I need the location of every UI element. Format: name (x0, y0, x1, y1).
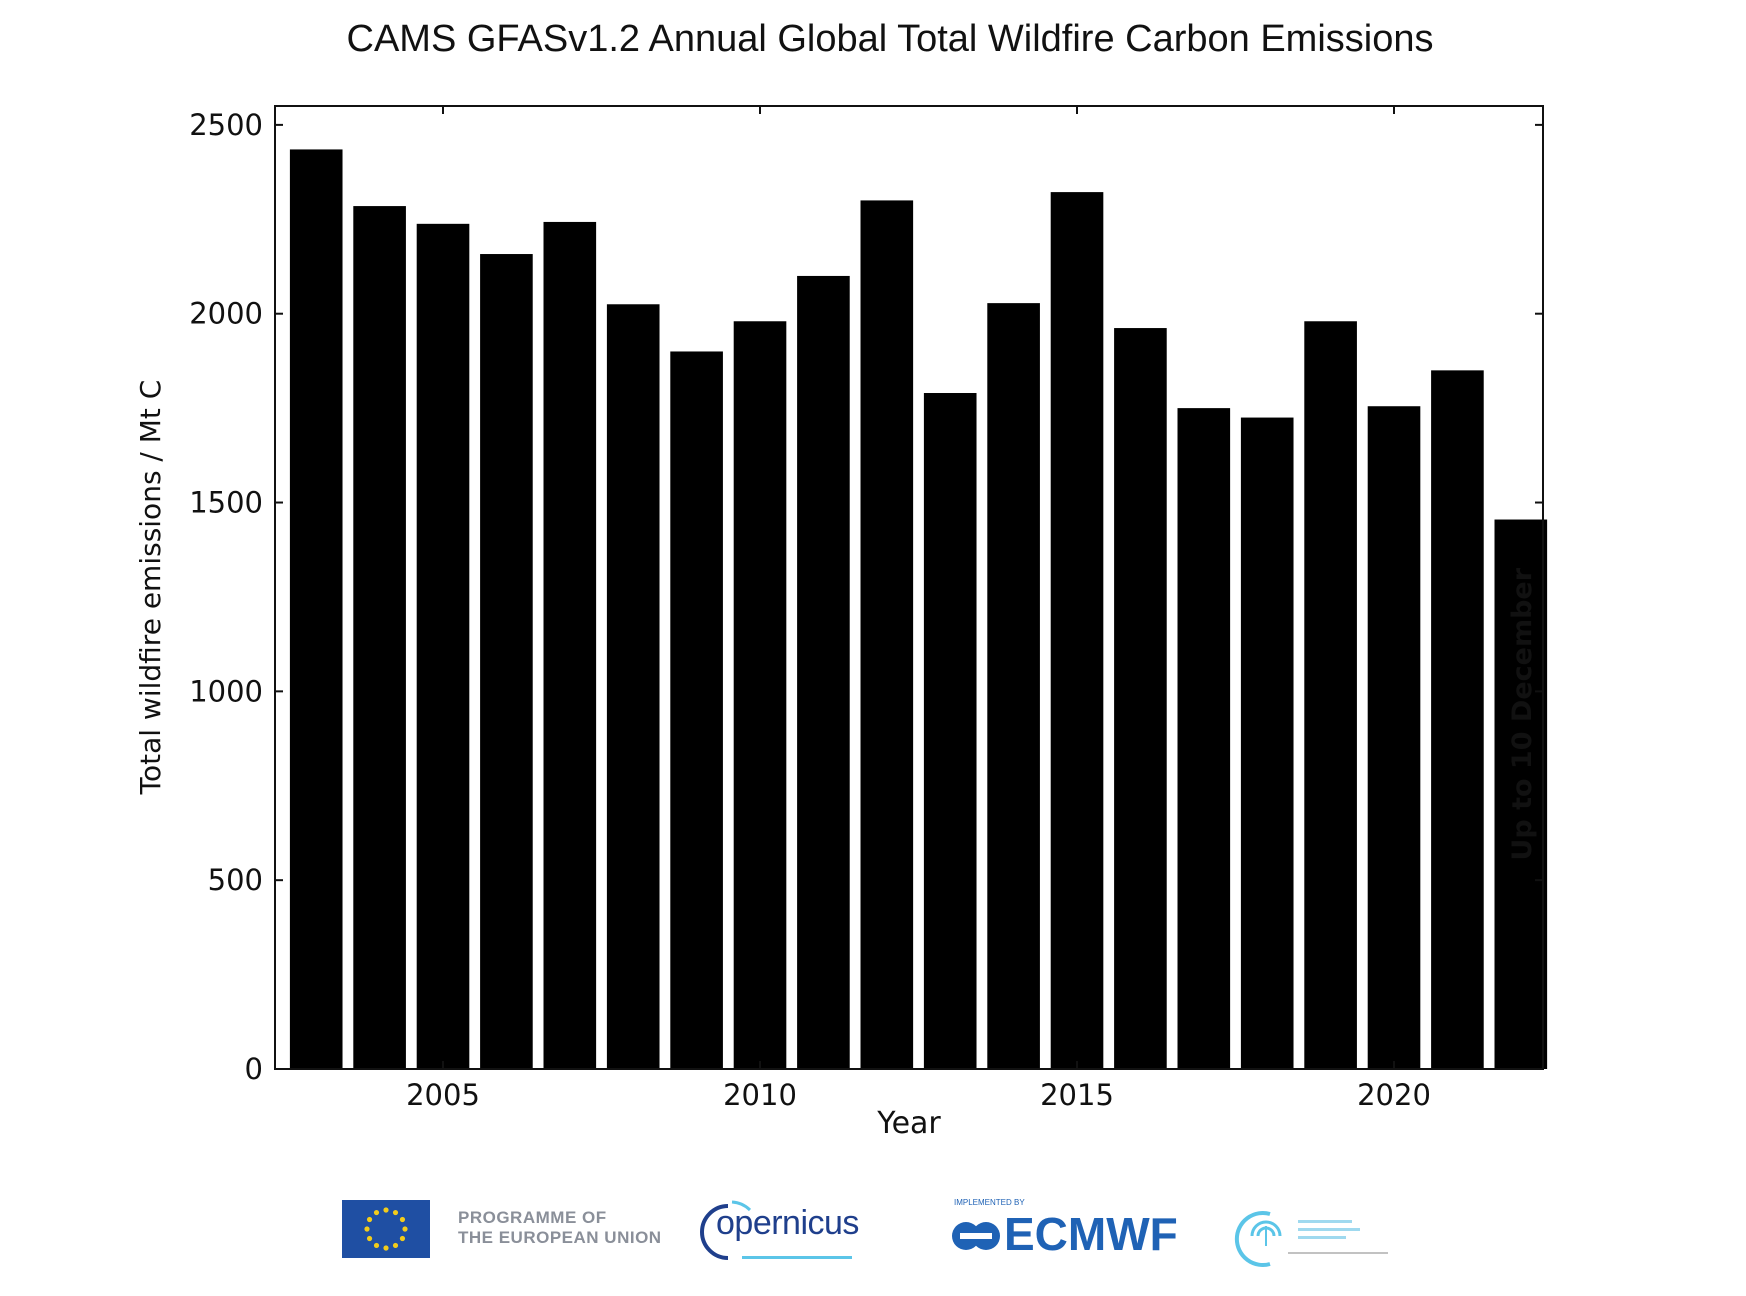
eu-star-icon (402, 1226, 408, 1232)
eu-star-icon (383, 1207, 389, 1213)
cams-logo-icon (1234, 1211, 1388, 1267)
eu-star-icon (392, 1209, 399, 1216)
y-tick-label-1000: 1000 (189, 674, 263, 708)
eu-star-icon (399, 1235, 406, 1242)
eu-programme-line-2: THE EUROPEAN UNION (458, 1228, 662, 1247)
ecmwf-logo-icon (952, 1222, 1000, 1250)
bar-2015 (1050, 192, 1104, 1070)
eu-star-icon (373, 1209, 380, 1216)
y-tick-label-2000: 2000 (189, 297, 263, 331)
bar-2018 (1240, 417, 1294, 1069)
eu-flag-icon (342, 1200, 430, 1258)
x-tick-label-2010: 2010 (723, 1078, 797, 1112)
bar-2021 (1431, 370, 1484, 1070)
ecmwf-tagline: IMPLEMENTED BY (954, 1198, 1025, 1207)
bar-2019 (1304, 321, 1357, 1070)
x-tick-label-2020: 2020 (1357, 1078, 1431, 1112)
eu-star-icon (383, 1245, 389, 1251)
bar-2008 (606, 304, 660, 1069)
x-tick-label-2005: 2005 (406, 1078, 480, 1112)
eu-star-icon (366, 1235, 373, 1242)
chart-title: CAMS GFASv1.2 Annual Global Total Wildfi… (346, 18, 1434, 60)
bar-2003 (289, 149, 343, 1069)
bar-2017 (1177, 408, 1231, 1069)
bar-2020 (1367, 406, 1421, 1070)
bar-2004 (353, 206, 406, 1069)
bar-2005 (416, 223, 470, 1070)
tick-labels: 2005 2010 2015 2020 0 500 1000 1500 2000 2500 (189, 108, 1431, 1112)
bar-2009 (670, 351, 723, 1069)
y-axis-label: Total wildfire emissions / Mt C (134, 380, 167, 796)
bar-annotation: Up to 10 December (1507, 567, 1538, 860)
eu-star-icon (392, 1242, 399, 1249)
bar-2012 (860, 200, 914, 1070)
y-tick-label-2500: 2500 (189, 108, 263, 142)
logo-bar: PROGRAMME OF THE EUROPEAN UNION opernicu… (0, 1190, 1746, 1280)
bar-2011 (797, 275, 850, 1069)
eu-programme-text: PROGRAMME OF THE EUROPEAN UNION (458, 1208, 662, 1248)
bar-2016 (1114, 328, 1167, 1069)
x-tick-label-2015: 2015 (1040, 1078, 1114, 1112)
copernicus-logo-icon (700, 1200, 852, 1260)
bar-2007 (543, 221, 597, 1070)
eu-star-icon (366, 1216, 373, 1223)
bar-2013 (923, 393, 977, 1069)
bar-2006 (480, 254, 533, 1069)
copernicus-wordmark: opernicus (716, 1204, 859, 1242)
x-axis-label: Year (876, 1106, 941, 1141)
bars-group (289, 149, 1548, 1070)
y-tick-label-500: 500 (208, 863, 263, 897)
y-tick-label-0: 0 (245, 1052, 263, 1086)
bar-chart: 2005 2010 2015 2020 0 500 1000 1500 2000 2500 Yea… (134, 105, 1548, 1141)
bar-2010 (733, 321, 787, 1070)
bar-2014 (987, 303, 1040, 1069)
eu-star-icon (399, 1216, 406, 1223)
eu-star-icon (364, 1226, 370, 1232)
bar-2022 (1494, 519, 1548, 1069)
eu-programme-line-1: PROGRAMME OF (458, 1208, 607, 1227)
y-tick-label-1500: 1500 (189, 486, 263, 520)
eu-star-icon (373, 1242, 380, 1249)
plot-frame (274, 105, 1544, 1070)
ecmwf-wordmark: ECMWF (1004, 1208, 1178, 1260)
axis-ticks (275, 106, 1543, 1070)
